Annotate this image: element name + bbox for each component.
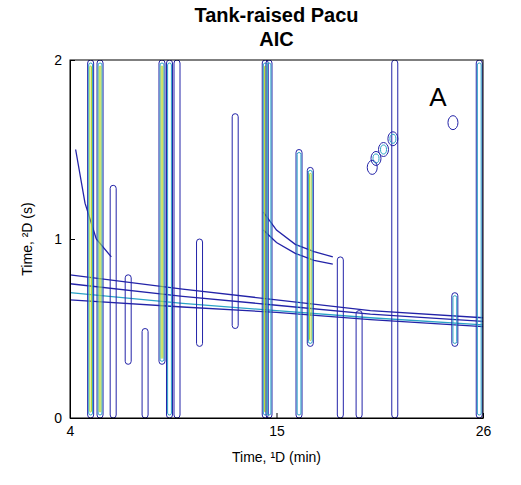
plot-frame bbox=[70, 60, 483, 418]
spot bbox=[381, 145, 387, 154]
streak bbox=[168, 63, 172, 415]
spot bbox=[367, 160, 377, 174]
y-axis-title: Time, ²D (s) bbox=[19, 202, 35, 275]
y-axis: 0 1 2 bbox=[54, 52, 75, 426]
streak bbox=[159, 60, 165, 364]
streak bbox=[297, 153, 301, 416]
spot bbox=[448, 116, 458, 130]
streak bbox=[263, 63, 267, 415]
streak bbox=[296, 150, 302, 419]
streak bbox=[98, 63, 102, 415]
y-tick-mark bbox=[70, 60, 75, 61]
streak bbox=[197, 239, 203, 346]
streak bbox=[142, 329, 148, 419]
y-tick: 0 bbox=[54, 410, 75, 426]
streak bbox=[453, 296, 457, 344]
band bbox=[70, 275, 483, 318]
streak bbox=[90, 66, 92, 412]
streak bbox=[337, 257, 343, 418]
x-tick-label: 4 bbox=[67, 423, 75, 439]
spot bbox=[379, 143, 389, 157]
y-tick: 1 bbox=[54, 231, 75, 247]
streak bbox=[476, 60, 482, 418]
spot bbox=[390, 134, 396, 143]
annotation: A bbox=[429, 82, 447, 112]
x-tick: 15 bbox=[269, 413, 285, 439]
streak bbox=[125, 275, 131, 365]
y-tick-mark bbox=[70, 418, 75, 419]
streak bbox=[392, 60, 398, 418]
spot bbox=[373, 154, 379, 163]
streak bbox=[452, 293, 458, 347]
subtitle: AIC bbox=[259, 28, 293, 50]
x-tick-mark bbox=[483, 413, 484, 418]
x-tick-mark bbox=[277, 413, 278, 418]
spot bbox=[388, 132, 398, 146]
x-axis-line bbox=[71, 418, 484, 419]
streak bbox=[308, 170, 312, 343]
plot-area bbox=[70, 60, 483, 418]
streak bbox=[160, 63, 164, 361]
x-axis-title: Time, ¹D (min) bbox=[232, 449, 321, 465]
streak bbox=[309, 173, 311, 340]
streak bbox=[161, 66, 163, 358]
streak bbox=[356, 311, 362, 418]
streak bbox=[166, 60, 172, 418]
streak bbox=[97, 60, 103, 418]
streak bbox=[477, 63, 481, 415]
x-axis: 4 15 26 bbox=[67, 413, 492, 439]
streak bbox=[99, 66, 101, 412]
streak bbox=[110, 185, 116, 418]
y-tick-label: 2 bbox=[54, 52, 62, 68]
chart: Tank-raised PacuAIC 4 15 26 0 1 2 Time, ¹D (min… bbox=[0, 0, 521, 485]
x-tick-label: 26 bbox=[476, 423, 492, 439]
title: Tank-raised Pacu bbox=[194, 4, 358, 26]
streak bbox=[174, 60, 180, 418]
streak bbox=[232, 114, 238, 329]
y-tick: 2 bbox=[54, 52, 75, 68]
y-tick-mark bbox=[70, 239, 75, 240]
band bbox=[70, 284, 483, 322]
y-tick-label: 1 bbox=[54, 231, 62, 247]
x-tick: 26 bbox=[476, 413, 492, 439]
band bbox=[263, 212, 332, 257]
streak bbox=[266, 60, 272, 418]
band bbox=[70, 293, 483, 325]
streak bbox=[307, 167, 313, 346]
band bbox=[70, 300, 483, 327]
streak bbox=[88, 60, 94, 418]
streak bbox=[89, 63, 93, 415]
streak bbox=[267, 63, 271, 415]
y-tick-label: 0 bbox=[54, 410, 62, 426]
x-tick-label: 15 bbox=[269, 423, 285, 439]
band bbox=[263, 230, 332, 264]
